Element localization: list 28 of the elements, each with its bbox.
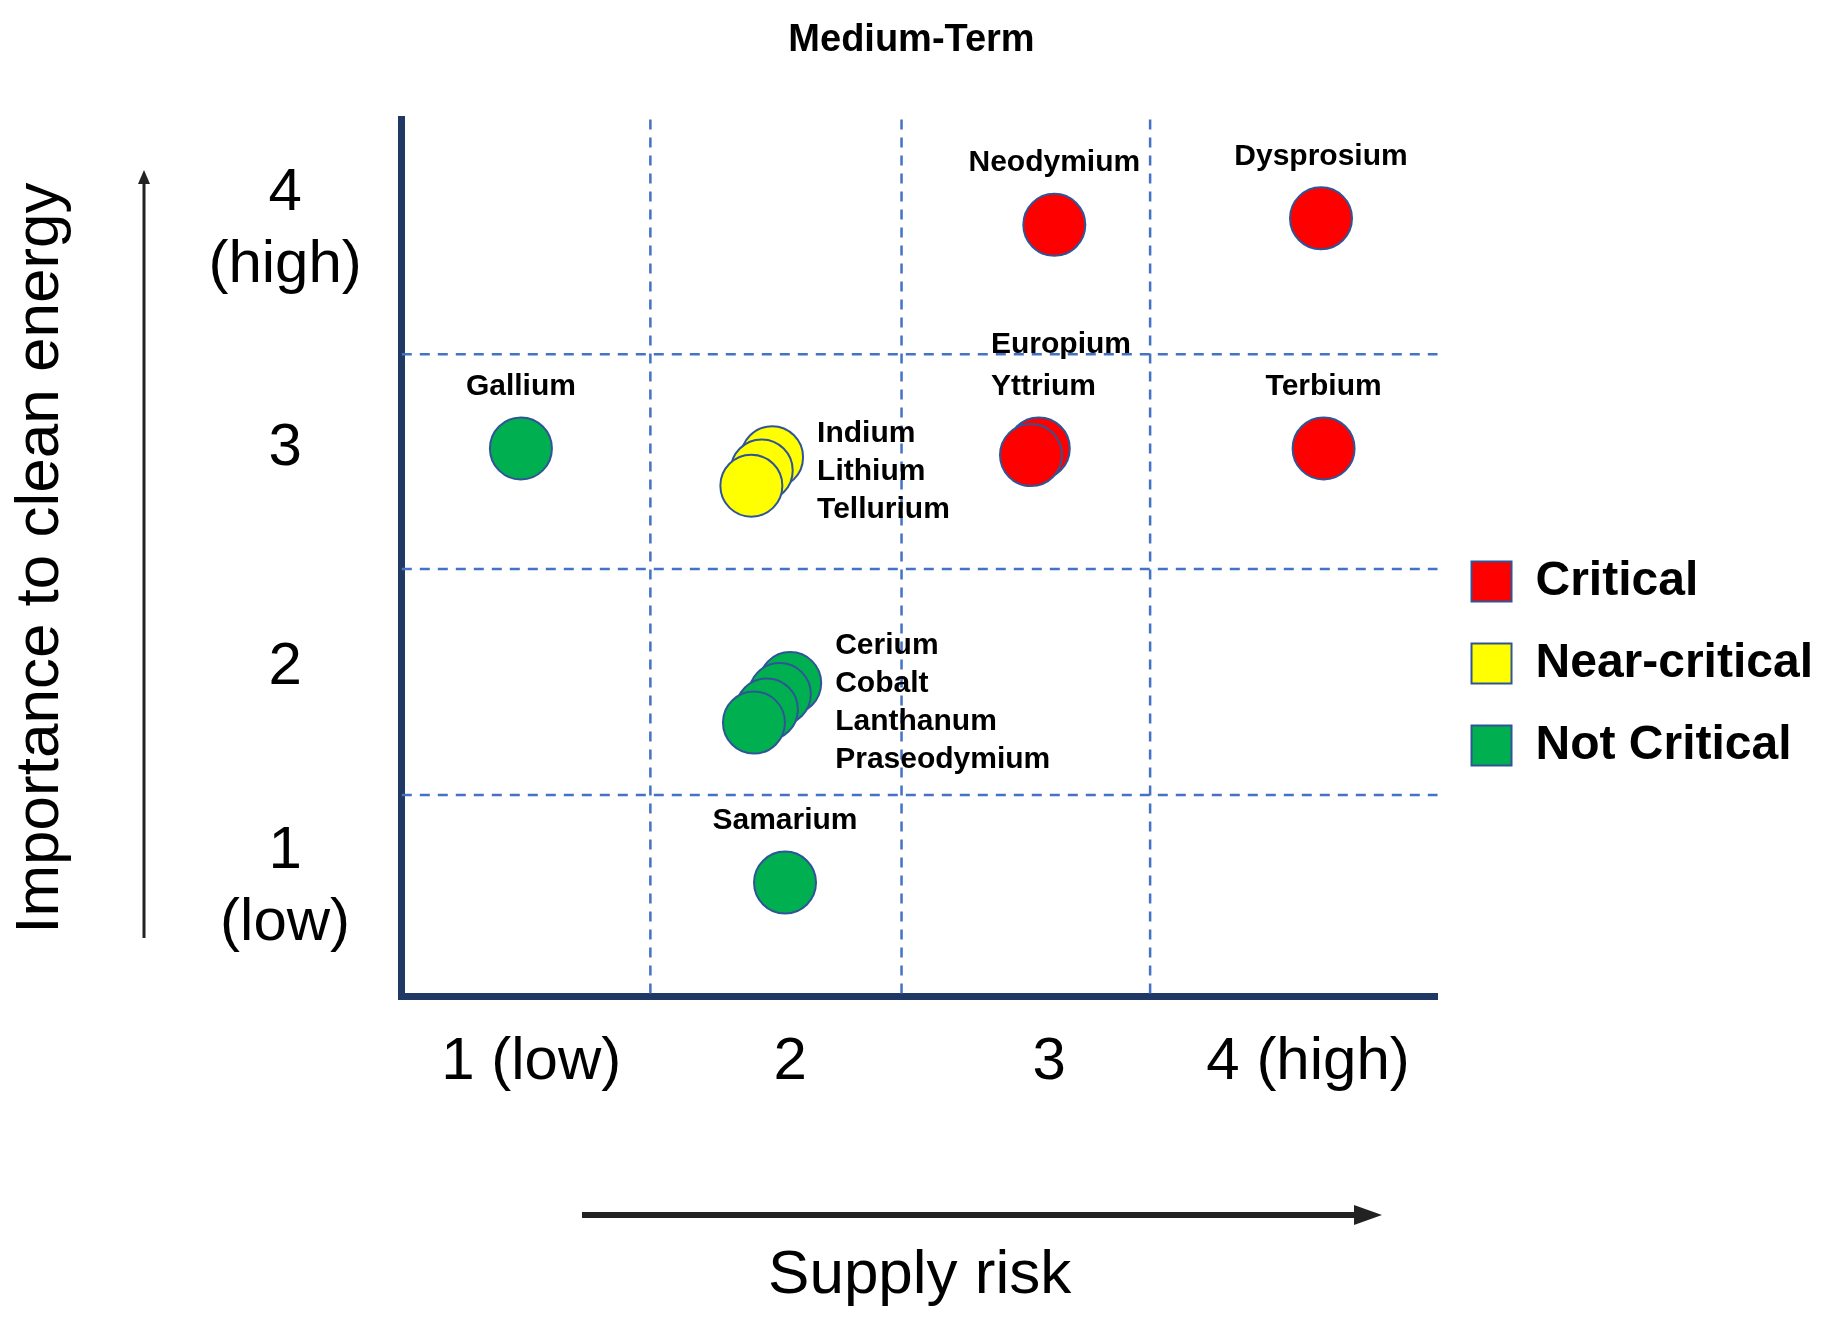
y-tick-label: 1 (low) <box>220 813 351 953</box>
x-tick-label: 4 (high) <box>1206 1025 1410 1093</box>
annotation: Indium <box>817 414 916 448</box>
y-tick-label: 3 <box>268 411 302 479</box>
x-axis-title: Supply risk <box>768 1236 1073 1306</box>
annotation: Europium <box>991 325 1131 359</box>
legend-label: Not Critical <box>1535 715 1792 769</box>
annotation: Tellurium <box>817 490 950 524</box>
annotation: Gallium <box>465 367 576 401</box>
annotation: Dysprosium <box>1234 137 1408 171</box>
x-tick-label: 2 <box>773 1025 807 1093</box>
annotation: Cerium <box>835 627 939 661</box>
y-tick-label: 4 (high) <box>208 155 362 295</box>
annotation: Cobalt <box>835 665 929 699</box>
legend-label: Near-critical <box>1535 633 1814 687</box>
annotation: Samarium <box>712 801 858 835</box>
annotation: Neodymium <box>968 144 1141 178</box>
y-tick-label: 2 <box>268 630 302 698</box>
annotation: Terbium <box>1265 367 1382 401</box>
chart-title: Medium-Term <box>788 17 1035 60</box>
annotation: Praseodymium <box>835 741 1051 775</box>
annotation: Lithium <box>817 452 926 486</box>
y-axis-title: Importance to clean energy <box>2 182 72 934</box>
legend-label: Critical <box>1535 551 1699 605</box>
x-tick-label: 1 (low) <box>441 1025 622 1093</box>
x-tick-label: 3 <box>1032 1025 1066 1093</box>
annotation: Lanthanum <box>835 703 997 737</box>
annotation: Yttrium <box>991 367 1096 401</box>
